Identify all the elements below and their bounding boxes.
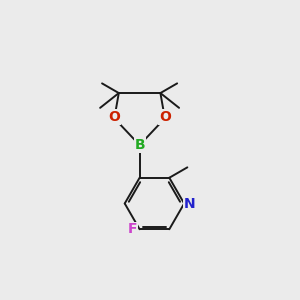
Text: B: B — [134, 138, 145, 152]
Text: N: N — [184, 196, 195, 211]
Text: O: O — [159, 110, 171, 124]
Text: F: F — [128, 222, 137, 236]
Text: O: O — [108, 110, 120, 124]
